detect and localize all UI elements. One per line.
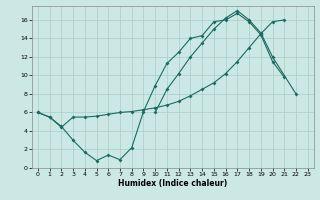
X-axis label: Humidex (Indice chaleur): Humidex (Indice chaleur) (118, 179, 228, 188)
